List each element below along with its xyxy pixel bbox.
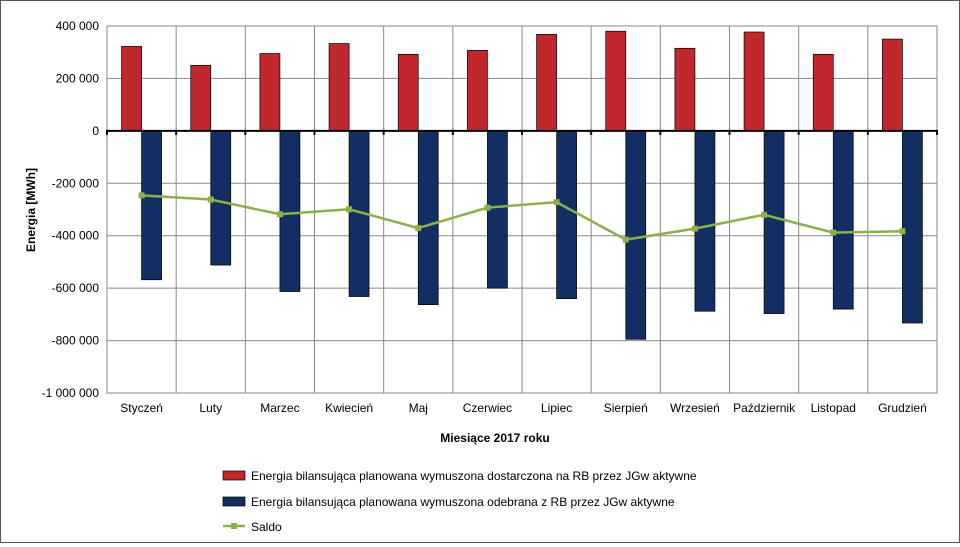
axis-layer bbox=[106, 129, 938, 135]
y-tick-label: 200 000 bbox=[56, 71, 100, 85]
x-tick-label: Sierpień bbox=[604, 401, 648, 415]
legend-label-delivered: Energia bilansująca planowana wymuszona … bbox=[251, 469, 697, 483]
saldo-marker bbox=[138, 192, 145, 199]
legend-swatch-received bbox=[222, 496, 246, 507]
legend: Energia bilansująca planowana wymuszona … bbox=[222, 469, 697, 534]
bar-delivered bbox=[536, 34, 557, 132]
bar-delivered bbox=[397, 53, 419, 132]
legend-label-received: Energia bilansująca planowana wymuszona … bbox=[251, 495, 675, 509]
grid-layer bbox=[106, 25, 938, 394]
legend-label-saldo: Saldo bbox=[251, 520, 282, 534]
bar-delivered bbox=[743, 31, 765, 132]
saldo-marker bbox=[276, 211, 283, 218]
bar-received bbox=[625, 130, 647, 340]
bar-received bbox=[694, 130, 716, 312]
x-tick-label: Maj bbox=[409, 401, 428, 415]
bar-received bbox=[279, 130, 301, 292]
saldo-marker bbox=[207, 196, 214, 203]
saldo-marker bbox=[761, 211, 768, 218]
saldo-marker bbox=[484, 204, 491, 211]
x-tick-label: Wrzesień bbox=[670, 401, 720, 415]
y-tick-label: -1 000 000 bbox=[42, 386, 100, 400]
x-tick-label: Luty bbox=[199, 401, 222, 415]
labels-layer: 400 000 200 000 0 -200 000 -400 000 -600 000 -… bbox=[42, 19, 927, 415]
bar-delivered bbox=[328, 43, 350, 132]
bar-delivered bbox=[467, 50, 488, 132]
saldo-line bbox=[141, 194, 903, 241]
x-tick-label: Kwiecień bbox=[325, 401, 373, 415]
x-tick-label: Marzec bbox=[260, 401, 299, 415]
x-tick-label: Lipiec bbox=[541, 401, 572, 415]
bar-received bbox=[141, 130, 162, 281]
legend-swatch-saldo-marker bbox=[231, 523, 237, 529]
x-tick-label: Październik bbox=[733, 401, 796, 415]
x-tick-label: Styczeń bbox=[120, 401, 163, 415]
y-tick-label: -800 000 bbox=[52, 334, 100, 348]
y-tick-label: -600 000 bbox=[52, 281, 100, 295]
bar-received bbox=[763, 130, 785, 314]
bars-layer bbox=[121, 30, 923, 340]
saldo-marker bbox=[830, 229, 837, 236]
bar-delivered bbox=[605, 30, 627, 132]
x-tick-label: Czerwiec bbox=[463, 401, 512, 415]
y-axis-title: Energia [MWh] bbox=[24, 168, 38, 252]
saldo-marker bbox=[622, 236, 629, 243]
saldo-marker bbox=[415, 225, 422, 232]
bar-received bbox=[556, 130, 577, 299]
y-tick-label: -200 000 bbox=[52, 176, 100, 190]
x-axis-title: Miesiące 2017 roku bbox=[440, 431, 549, 445]
bar-delivered bbox=[812, 53, 834, 132]
y-tick-label: 400 000 bbox=[56, 19, 100, 33]
saldo-marker bbox=[899, 228, 906, 235]
y-tick-label: 0 bbox=[92, 124, 99, 138]
bar-received bbox=[832, 130, 854, 310]
bar-received bbox=[417, 130, 439, 306]
legend-swatch-delivered bbox=[222, 470, 246, 481]
x-tick-label: Grudzień bbox=[878, 401, 927, 415]
line-layer bbox=[138, 192, 906, 243]
bar-delivered bbox=[190, 64, 212, 132]
y-tick-label: -400 000 bbox=[52, 229, 100, 243]
saldo-marker bbox=[691, 225, 698, 232]
bar-delivered bbox=[259, 53, 281, 132]
saldo-marker bbox=[553, 199, 560, 206]
bar-delivered bbox=[121, 46, 142, 132]
x-tick-label: Listopad bbox=[811, 401, 856, 415]
bar-received bbox=[902, 130, 923, 324]
saldo-marker bbox=[346, 206, 353, 213]
bar-delivered bbox=[882, 38, 903, 132]
bar-delivered bbox=[674, 47, 696, 132]
